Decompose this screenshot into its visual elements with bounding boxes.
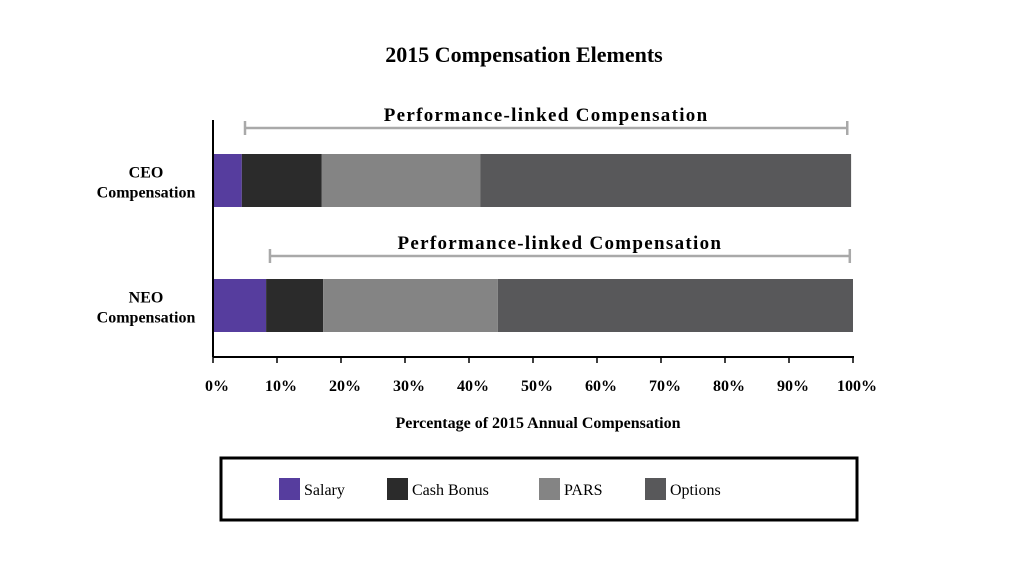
x-tick-label: 70% (649, 378, 681, 395)
x-tick-label: 40% (457, 378, 489, 395)
bar-ceo-salary (213, 154, 242, 207)
bar-neo-pars (323, 279, 498, 332)
legend-label: PARS (564, 482, 603, 499)
legend-label: Options (670, 482, 721, 499)
x-tick-label: 60% (585, 378, 617, 395)
x-tick-label: 90% (777, 378, 809, 395)
performance-linked-label: Performance-linked Compensation (384, 105, 709, 126)
legend: Salary Cash Bonus PARS Options (219, 456, 859, 522)
category-label-line: NEO (129, 290, 164, 307)
performance-bracket: Performance-linked Compensation (243, 105, 849, 135)
legend-swatch-salary (279, 478, 300, 500)
x-tick-label: 0% (205, 378, 229, 395)
x-axis-label: Percentage of 2015 Annual Compensation (395, 415, 680, 432)
category-label-line: CEO (129, 165, 164, 182)
legend-swatch-pars (539, 478, 560, 500)
chart-title: 2015 Compensation Elements (385, 42, 663, 67)
bar-neo-options (497, 279, 853, 332)
performance-bracket: Performance-linked Compensation (268, 233, 852, 263)
category-label: CEO Compensation (97, 165, 196, 202)
legend-swatch-cash-bonus (387, 478, 408, 500)
bars-group (213, 154, 853, 332)
x-tick-label: 10% (265, 378, 297, 395)
bar-ceo-cash-bonus (241, 154, 322, 207)
bar-ceo-options (480, 154, 852, 207)
legend-label: Salary (304, 482, 345, 499)
bar-ceo-pars (321, 154, 481, 207)
bar-neo-cash-bonus (266, 279, 324, 332)
x-tick-label: 30% (393, 378, 425, 395)
y-axis: CEO Compensation NEO Compensation (97, 120, 214, 357)
performance-linked-label: Performance-linked Compensation (398, 233, 723, 254)
annotations-group: Performance-linked Compensation Performan… (243, 105, 852, 263)
category-label-line: Compensation (97, 310, 196, 327)
x-axis: 0% 10% 20% 30% 40% 50% 60% 70% 80% 90% 100% (205, 356, 877, 395)
legend-swatch-options (645, 478, 666, 500)
category-label: NEO Compensation (97, 290, 196, 327)
x-tick-label: 50% (521, 378, 553, 395)
legend-label: Cash Bonus (412, 482, 489, 499)
x-tick-label: 80% (713, 378, 745, 395)
x-tick-label: 100% (837, 378, 877, 395)
category-label-line: Compensation (97, 185, 196, 202)
bar-neo-salary (213, 279, 267, 332)
x-tick-label: 20% (329, 378, 361, 395)
